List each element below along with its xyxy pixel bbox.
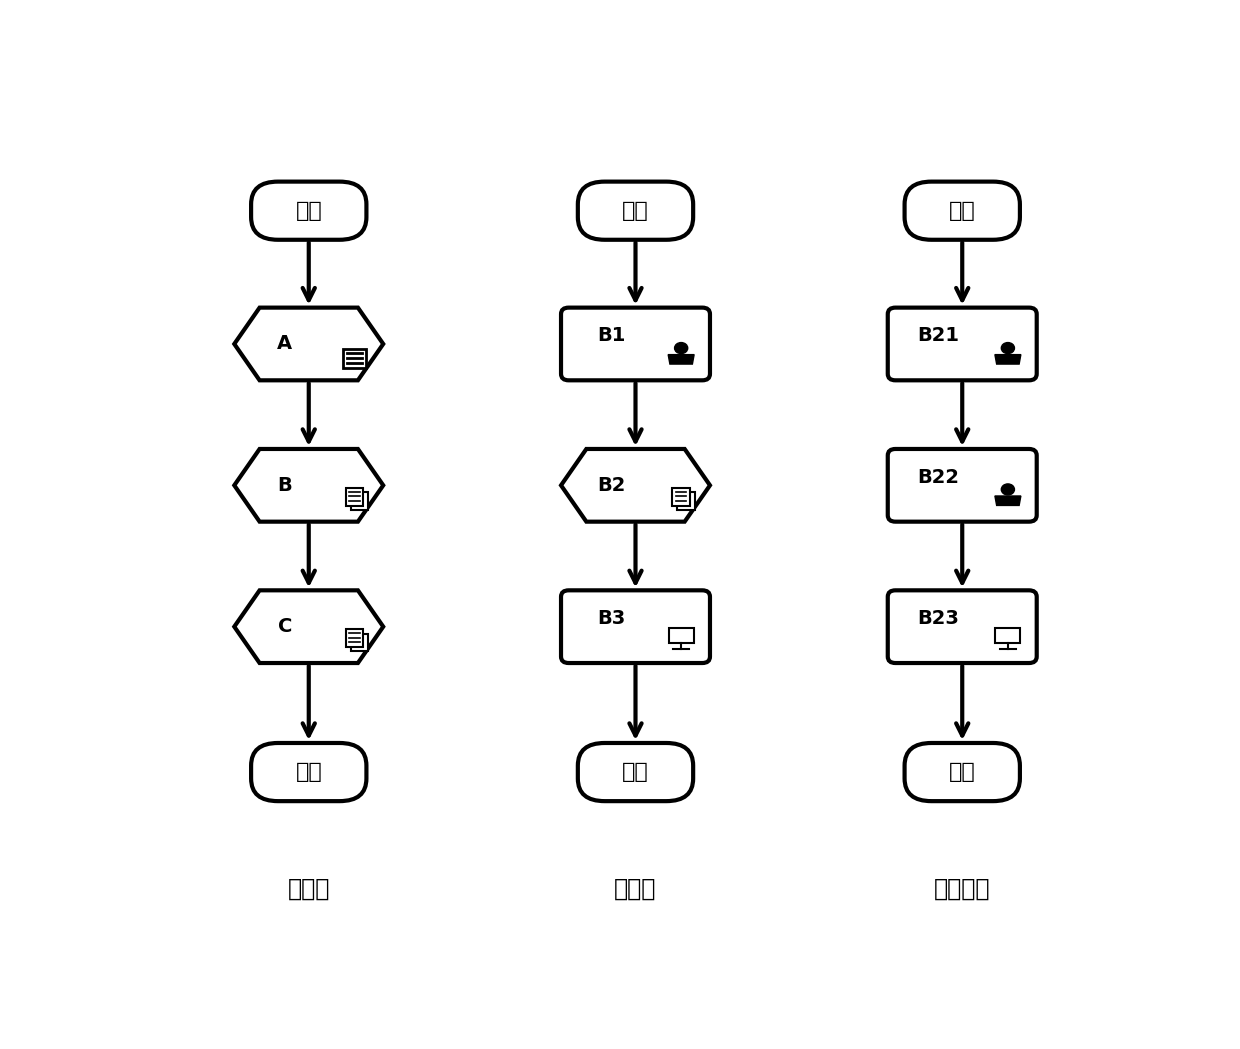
Text: B: B — [278, 476, 293, 495]
Text: 结束: 结束 — [295, 762, 322, 783]
Bar — [346, 488, 363, 506]
FancyBboxPatch shape — [888, 449, 1037, 521]
Polygon shape — [234, 307, 383, 381]
Bar — [351, 634, 368, 651]
Bar — [346, 629, 363, 647]
Polygon shape — [234, 449, 383, 521]
Text: 主流程: 主流程 — [288, 877, 330, 901]
FancyBboxPatch shape — [560, 591, 711, 663]
Text: B3: B3 — [598, 609, 626, 628]
Polygon shape — [994, 496, 1021, 506]
Bar — [668, 628, 693, 643]
FancyBboxPatch shape — [560, 307, 711, 381]
FancyBboxPatch shape — [905, 743, 1019, 801]
Text: B1: B1 — [598, 326, 626, 345]
Text: B21: B21 — [918, 326, 960, 345]
FancyBboxPatch shape — [905, 181, 1019, 240]
Bar — [996, 628, 1021, 643]
Polygon shape — [234, 591, 383, 663]
FancyBboxPatch shape — [578, 181, 693, 240]
Text: 结束: 结束 — [949, 762, 976, 783]
Text: 三级流程: 三级流程 — [934, 877, 991, 901]
Bar — [351, 492, 368, 510]
Text: B2: B2 — [598, 476, 626, 495]
Text: 子流程: 子流程 — [614, 877, 657, 901]
Text: 开始: 开始 — [622, 200, 649, 220]
Text: B22: B22 — [918, 468, 960, 487]
FancyBboxPatch shape — [578, 743, 693, 801]
FancyBboxPatch shape — [250, 743, 367, 801]
Circle shape — [1002, 484, 1014, 495]
Text: C: C — [278, 617, 291, 636]
Polygon shape — [668, 355, 694, 364]
Circle shape — [675, 343, 688, 354]
FancyBboxPatch shape — [888, 307, 1037, 381]
Circle shape — [1002, 343, 1014, 354]
Bar — [677, 492, 694, 510]
FancyBboxPatch shape — [250, 181, 367, 240]
Bar — [672, 488, 689, 506]
Text: 开始: 开始 — [295, 200, 322, 220]
Text: 开始: 开始 — [949, 200, 976, 220]
Text: B23: B23 — [918, 609, 960, 628]
FancyBboxPatch shape — [888, 591, 1037, 663]
Text: 结束: 结束 — [622, 762, 649, 783]
Text: A: A — [278, 335, 293, 354]
Polygon shape — [994, 355, 1021, 364]
Bar — [342, 348, 366, 368]
Polygon shape — [560, 449, 711, 521]
